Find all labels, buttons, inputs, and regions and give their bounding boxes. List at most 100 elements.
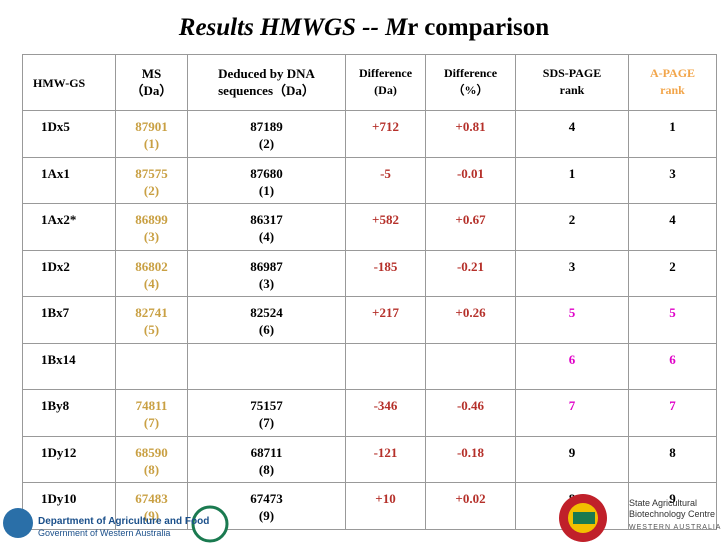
cell-text: 7 xyxy=(669,398,676,413)
org-name: Department of Agriculture and Food xyxy=(38,516,209,527)
title-normal: r comparison xyxy=(407,14,550,41)
cell-text: (5) xyxy=(143,322,160,337)
table-cell: 9 xyxy=(628,482,717,530)
table-cell xyxy=(345,342,426,390)
cell-text: (3) xyxy=(258,275,275,291)
header-line: （%） xyxy=(452,83,489,97)
table-cell: 68590 (8) xyxy=(115,435,188,483)
table-cell: +0.67 xyxy=(425,203,516,251)
table-cell: 87901 (1) xyxy=(115,110,188,158)
cell-text: 87189 xyxy=(250,119,283,134)
cell-text: +217 xyxy=(372,305,399,320)
cell-text: (4) xyxy=(143,275,160,291)
table-cell: 68711 (8) xyxy=(187,435,346,483)
table-cell: 1Dx2 xyxy=(22,249,116,297)
table-cell: 1Dy12 xyxy=(22,435,116,483)
table-cell: 75157 (7) xyxy=(187,389,346,437)
table-cell: 1By8 xyxy=(22,389,116,437)
table-row: 1Bx7 82741 (5) 82524 (6) +217 +0.26 5 5 xyxy=(22,296,717,344)
table-cell: 86987 (3) xyxy=(187,249,346,297)
org-sub: Government of Western Australia xyxy=(38,528,170,538)
table-cell: 86899 (3) xyxy=(115,203,188,251)
cell-text: +0.81 xyxy=(455,119,486,134)
table-cell: 7 xyxy=(628,389,717,437)
table-cell: 1Dx5 xyxy=(22,110,116,158)
cell-text: 87680 xyxy=(250,165,283,181)
header-line: sequences（Da） xyxy=(218,83,315,98)
header-cell: SDS-PAGE rank xyxy=(515,54,629,111)
logo-bar xyxy=(573,512,595,524)
cell-text: +712 xyxy=(372,119,399,134)
table-cell: 4 xyxy=(515,110,629,158)
table-row: 1Dx5 87901 (1) 87189 (2) +712 +0.81 4 1 xyxy=(22,110,717,158)
table-cell xyxy=(115,342,188,390)
table-cell: 1Ax2* xyxy=(22,203,116,251)
table-cell: 1Dy10 xyxy=(22,482,116,530)
header-cell: MS （Da） xyxy=(115,54,188,111)
cell-text: 1Dx2 xyxy=(41,258,70,274)
header-line: HMW-GS xyxy=(33,76,86,90)
cell-text: 5 xyxy=(669,305,676,320)
cell-text: 68711 xyxy=(250,444,283,460)
cell-text: (9) xyxy=(143,508,160,523)
cell-text: 75157 xyxy=(250,398,283,413)
cell-text: 87575 xyxy=(135,165,168,181)
table-cell: -0.01 xyxy=(425,156,516,204)
table-cell: 6 xyxy=(628,342,717,390)
table-cell: +712 xyxy=(345,110,426,158)
table-cell: 82524 (6) xyxy=(187,296,346,344)
cell-text: 1Ax1 xyxy=(41,165,70,181)
cell-text: (8) xyxy=(258,461,275,477)
cell-text: 5 xyxy=(568,305,576,320)
results-table: HMW-GS MS （Da） Deduced by DNA sequences（Da） D… xyxy=(22,54,717,530)
cell-text: (2) xyxy=(258,136,275,151)
cell-text: -121 xyxy=(373,444,398,460)
table-cell: 5 xyxy=(515,296,629,344)
cell-text: 8 xyxy=(669,444,676,460)
table-row: 1Ax1 87575 (2) 87680 (1) -5 -0.01 1 3 xyxy=(22,156,717,204)
cell-text: -5 xyxy=(380,165,391,181)
header-line: rank xyxy=(660,83,685,97)
cell-text: 3 xyxy=(669,165,676,181)
cell-text: +10 xyxy=(375,491,396,506)
cell-text: 1Dx5 xyxy=(41,119,70,134)
table-cell: 86802 (4) xyxy=(115,249,188,297)
cell-text: 1Dy12 xyxy=(41,444,77,460)
header-line: Deduced by DNA xyxy=(218,66,315,81)
cell-text: -346 xyxy=(373,398,398,413)
cell-text: 86987 xyxy=(250,258,283,274)
table-cell: +582 xyxy=(345,203,426,251)
cell-text: -0.46 xyxy=(456,398,485,413)
header-line: SDS-PAGE xyxy=(542,66,602,80)
right-logo: State Agricultural Biotechnology Centre … xyxy=(559,494,720,542)
cell-text: (6) xyxy=(258,322,275,337)
table-cell: +0.81 xyxy=(425,110,516,158)
table-row: 1Bx14 6 6 xyxy=(22,342,717,390)
cell-text: 2 xyxy=(568,212,576,227)
table-cell: +10 xyxy=(345,482,426,530)
cell-text: 9 xyxy=(669,491,676,506)
slide-title: Results HMWGS -- Mr comparison xyxy=(0,14,728,42)
table-cell: 1 xyxy=(515,156,629,204)
table-cell: +0.02 xyxy=(425,482,516,530)
table-cell: +0.26 xyxy=(425,296,516,344)
cell-text: (7) xyxy=(258,415,275,430)
cell-text: 68590 xyxy=(135,444,168,460)
table-cell: -346 xyxy=(345,389,426,437)
cell-text: (3) xyxy=(143,229,160,244)
table-cell: 6 xyxy=(515,342,629,390)
cell-text: +582 xyxy=(372,212,399,227)
cell-text: 82741 xyxy=(135,305,168,320)
header-line: MS xyxy=(141,66,162,81)
table-cell: 1 xyxy=(628,110,717,158)
header-line: Difference xyxy=(443,66,498,80)
table-cell: 1Bx14 xyxy=(22,342,116,390)
cell-text: 67473 xyxy=(250,491,283,506)
cell-text: 87901 xyxy=(135,119,168,134)
cell-text: 1 xyxy=(568,165,576,181)
cell-text: 86802 xyxy=(135,258,168,274)
cell-text: (9) xyxy=(258,508,275,523)
header-line: (Da) xyxy=(374,83,397,97)
cell-text: 4 xyxy=(568,119,576,134)
